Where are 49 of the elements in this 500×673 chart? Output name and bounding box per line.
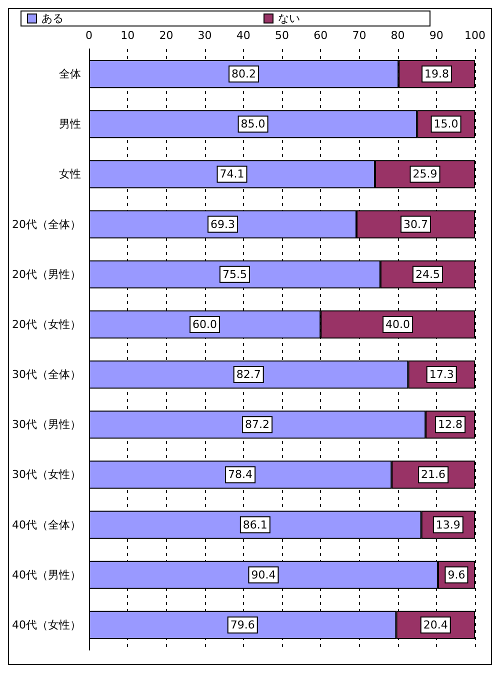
y-tick-label: 女性 bbox=[58, 168, 81, 181]
y-tick-label: 40代（全体） bbox=[12, 518, 81, 532]
y-tick-label: 全体 bbox=[58, 68, 81, 81]
y-tick-label: 40代（女性） bbox=[12, 618, 81, 632]
legend-label: ある bbox=[42, 12, 64, 25]
x-tick-label: 50 bbox=[275, 29, 289, 42]
data-label: 86.1 bbox=[242, 518, 268, 532]
y-tick-label: 20代（男性） bbox=[12, 268, 81, 281]
data-label: 17.3 bbox=[429, 368, 454, 382]
y-tick-label: 40代（男性） bbox=[12, 568, 81, 582]
y-tick-label: 30代（男性） bbox=[12, 418, 81, 432]
data-label: 74.1 bbox=[220, 168, 244, 181]
x-tick-label: 30 bbox=[198, 29, 212, 42]
y-tick-label: 男性 bbox=[58, 118, 81, 131]
legend-label: ない bbox=[278, 12, 300, 25]
data-label: 85.0 bbox=[240, 118, 266, 131]
data-label: 20.4 bbox=[423, 618, 448, 632]
y-tick-label: 30代（全体） bbox=[12, 368, 81, 382]
data-label: 13.9 bbox=[436, 518, 460, 532]
x-tick-label: 20 bbox=[159, 29, 174, 42]
data-label: 87.2 bbox=[245, 418, 270, 432]
y-tick-label: 20代（全体） bbox=[12, 218, 81, 231]
data-label: 80.2 bbox=[232, 68, 256, 81]
data-label: 30.7 bbox=[404, 218, 428, 231]
x-tick-label: 70 bbox=[352, 29, 366, 42]
data-label: 25.9 bbox=[412, 168, 438, 181]
x-tick-label: 60 bbox=[314, 29, 328, 42]
x-tick-label: 80 bbox=[390, 29, 405, 42]
x-tick-label: 0 bbox=[85, 29, 92, 42]
data-label: 82.7 bbox=[236, 368, 261, 382]
data-label: 9.6 bbox=[448, 568, 466, 582]
data-label: 19.8 bbox=[424, 68, 450, 81]
x-tick-label: 90 bbox=[429, 29, 444, 42]
data-label: 60.0 bbox=[192, 318, 218, 331]
data-label: 12.8 bbox=[438, 418, 463, 432]
data-label: 78.4 bbox=[228, 468, 253, 482]
data-label: 75.5 bbox=[222, 268, 247, 281]
y-tick-label: 20代（女性） bbox=[12, 318, 81, 331]
data-label: 24.5 bbox=[415, 268, 440, 281]
data-label: 90.4 bbox=[251, 568, 276, 582]
data-label: 79.6 bbox=[230, 618, 255, 632]
x-tick-label: 40 bbox=[236, 29, 250, 42]
y-tick-label: 30代（女性） bbox=[12, 468, 81, 482]
data-label: 40.0 bbox=[386, 318, 410, 331]
x-tick-label: 10 bbox=[120, 29, 135, 42]
x-tick-label: 100 bbox=[464, 29, 486, 42]
data-label: 15.0 bbox=[434, 118, 458, 131]
data-label: 21.6 bbox=[421, 468, 446, 482]
data-label: 69.3 bbox=[210, 218, 235, 231]
